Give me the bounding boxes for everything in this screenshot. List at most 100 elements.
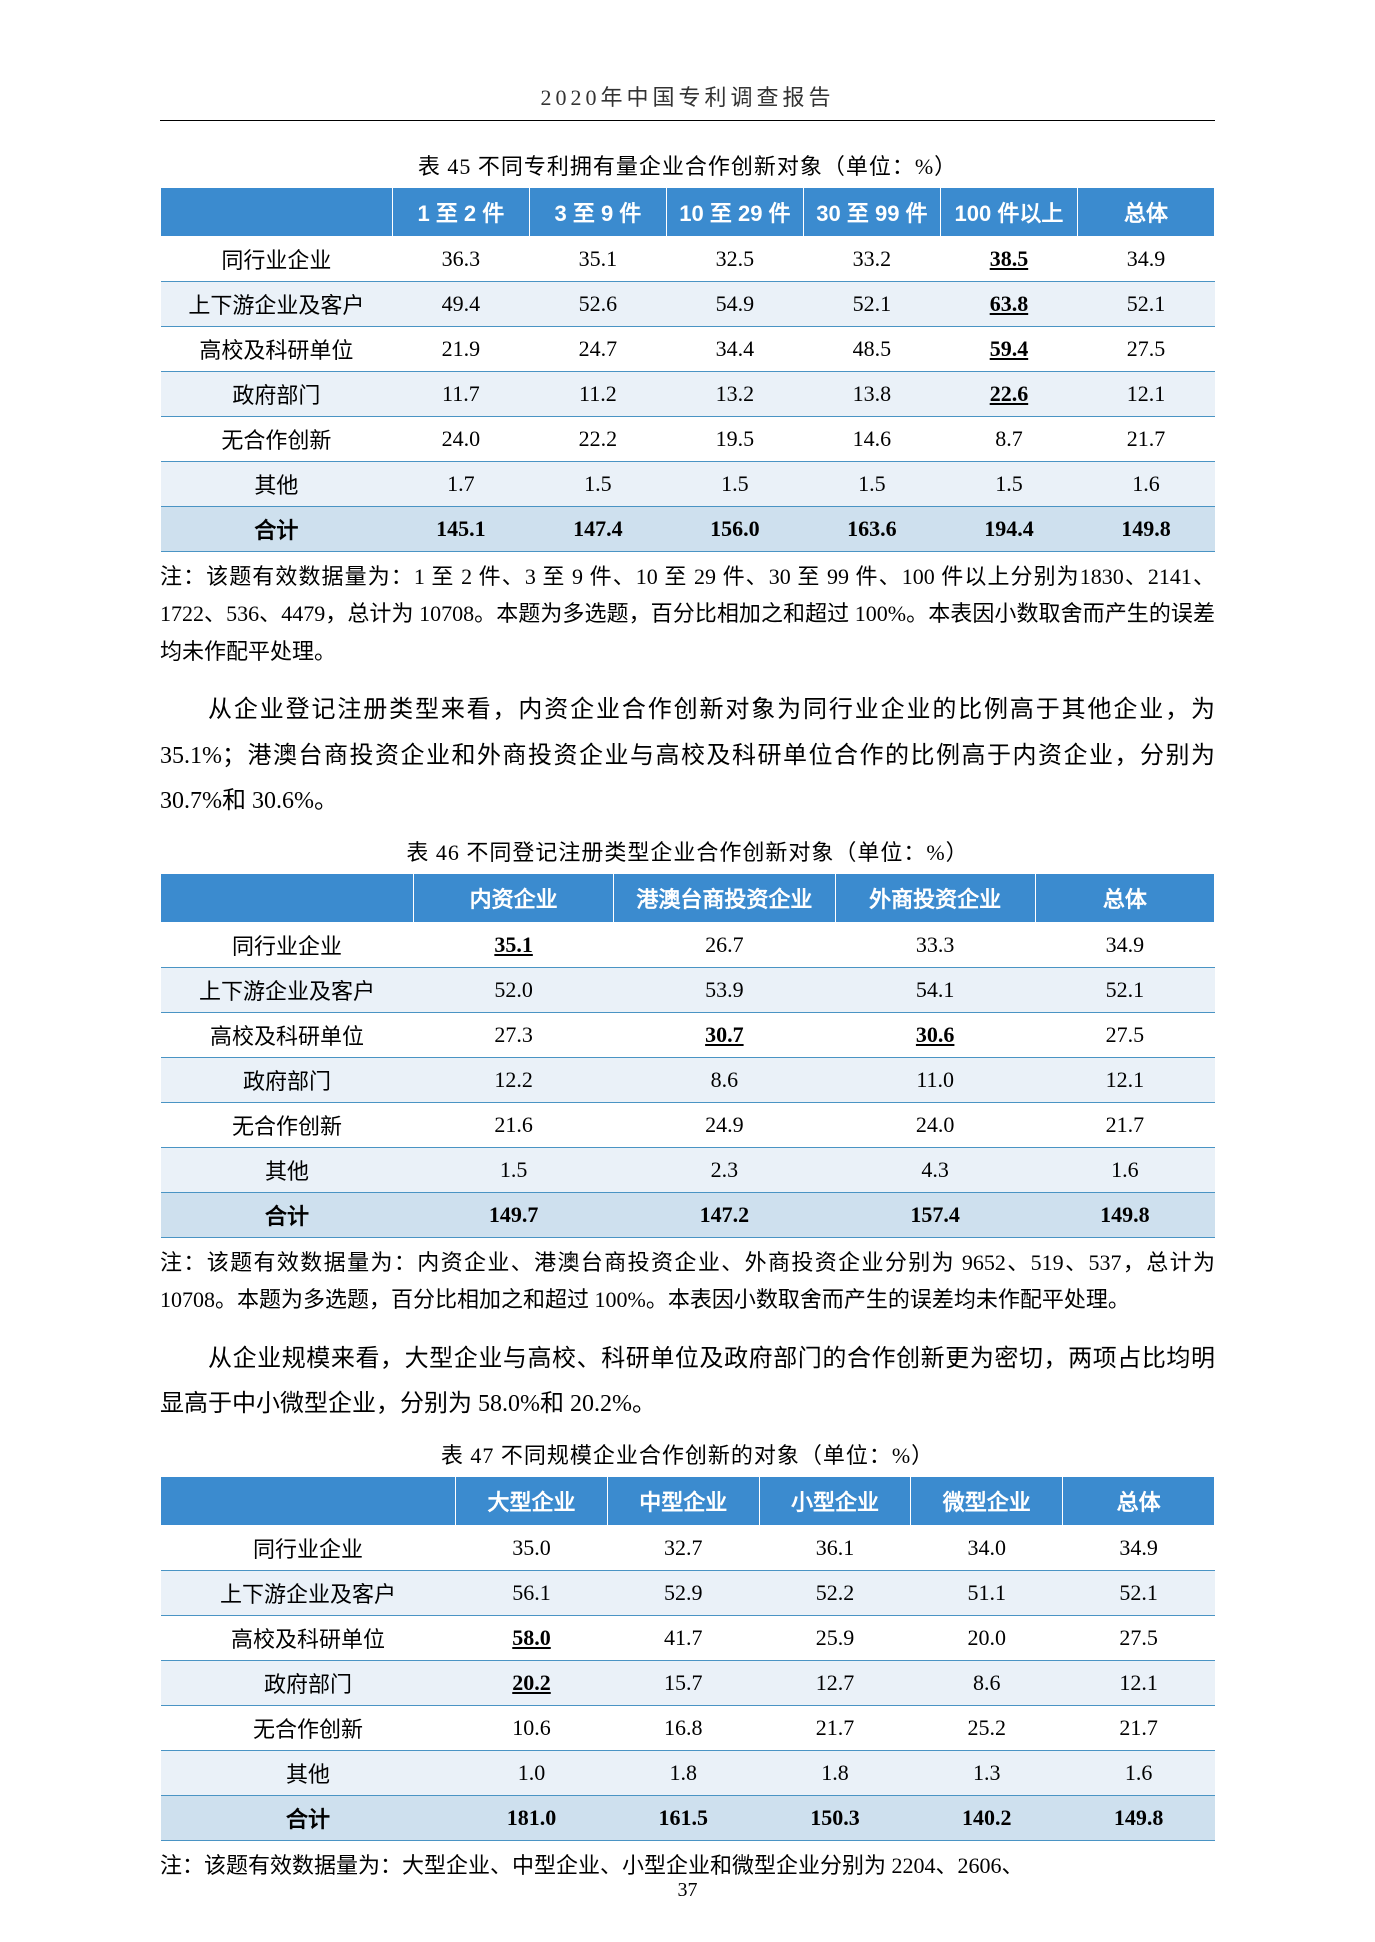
table-cell: 11.2 <box>529 372 666 417</box>
total-cell: 147.2 <box>614 1192 835 1237</box>
table-header-cell: 港澳台商投资企业 <box>614 873 835 922</box>
table-cell: 13.2 <box>666 372 803 417</box>
table-total-row: 合计149.7147.2157.4149.8 <box>161 1192 1215 1237</box>
total-cell: 147.4 <box>529 507 666 552</box>
table-cell: 27.5 <box>1063 1615 1215 1660</box>
table-cell: 49.4 <box>392 282 529 327</box>
row-label: 同行业企业 <box>161 237 393 282</box>
table-cell: 1.6 <box>1077 462 1214 507</box>
table-row: 上下游企业及客户52.053.954.152.1 <box>161 967 1215 1012</box>
table-cell: 12.2 <box>413 1057 613 1102</box>
row-label: 高校及科研单位 <box>161 327 393 372</box>
page-number: 37 <box>0 1879 1375 1902</box>
table-row: 无合作创新10.616.821.725.221.7 <box>161 1705 1215 1750</box>
table-cell: 63.8 <box>940 282 1077 327</box>
table-total-row: 合计181.0161.5150.3140.2149.8 <box>161 1795 1215 1840</box>
header-rule <box>160 120 1215 121</box>
table-cell: 33.3 <box>835 922 1035 967</box>
table-cell: 21.7 <box>1063 1705 1215 1750</box>
table46: 内资企业港澳台商投资企业外商投资企业总体同行业企业35.126.733.334.… <box>160 873 1215 1238</box>
table-cell: 52.2 <box>759 1570 911 1615</box>
row-label: 无合作创新 <box>161 1102 414 1147</box>
table-cell: 21.7 <box>759 1705 911 1750</box>
total-cell: 194.4 <box>940 507 1077 552</box>
total-cell: 161.5 <box>607 1795 759 1840</box>
row-label: 政府部门 <box>161 1057 414 1102</box>
table-row: 同行业企业35.126.733.334.9 <box>161 922 1215 967</box>
table-cell: 59.4 <box>940 327 1077 372</box>
table-row: 上下游企业及客户49.452.654.952.163.852.1 <box>161 282 1215 327</box>
table-header-cell: 大型企业 <box>456 1476 608 1525</box>
table-row: 高校及科研单位27.330.730.627.5 <box>161 1012 1215 1057</box>
table-cell: 1.5 <box>529 462 666 507</box>
table-header-cell: 总体 <box>1035 873 1214 922</box>
document-page: 2020年中国专利调查报告 表 45 不同专利拥有量企业合作创新对象（单位：%）… <box>0 0 1375 1942</box>
total-cell: 163.6 <box>803 507 940 552</box>
table45-caption: 表 45 不同专利拥有量企业合作创新对象（单位：%） <box>160 149 1215 181</box>
table-cell: 12.1 <box>1035 1057 1214 1102</box>
row-label: 无合作创新 <box>161 1705 456 1750</box>
total-cell: 149.8 <box>1035 1192 1214 1237</box>
table-cell: 32.7 <box>607 1525 759 1570</box>
table-cell: 36.1 <box>759 1525 911 1570</box>
total-cell: 181.0 <box>456 1795 608 1840</box>
table-cell: 12.1 <box>1063 1660 1215 1705</box>
row-label: 高校及科研单位 <box>161 1012 414 1057</box>
table-cell: 21.7 <box>1077 417 1214 462</box>
table-row: 高校及科研单位58.041.725.920.027.5 <box>161 1615 1215 1660</box>
row-label: 其他 <box>161 1750 456 1795</box>
table-header-cell <box>161 873 414 922</box>
table-cell: 36.3 <box>392 237 529 282</box>
table-header-cell: 1 至 2 件 <box>392 188 529 237</box>
table-cell: 19.5 <box>666 417 803 462</box>
row-label: 同行业企业 <box>161 1525 456 1570</box>
table-cell: 48.5 <box>803 327 940 372</box>
table-cell: 1.6 <box>1063 1750 1215 1795</box>
table-cell: 21.9 <box>392 327 529 372</box>
table-row: 高校及科研单位21.924.734.448.559.427.5 <box>161 327 1215 372</box>
table-cell: 32.5 <box>666 237 803 282</box>
table46-caption: 表 46 不同登记注册类型企业合作创新对象（单位：%） <box>160 835 1215 867</box>
table-cell: 24.9 <box>614 1102 835 1147</box>
table-header-cell: 总体 <box>1077 188 1214 237</box>
table-cell: 1.3 <box>911 1750 1063 1795</box>
table-cell: 1.5 <box>803 462 940 507</box>
table-header-cell <box>161 1476 456 1525</box>
total-cell: 149.8 <box>1077 507 1214 552</box>
table-cell: 21.7 <box>1035 1102 1214 1147</box>
total-label: 合计 <box>161 1795 456 1840</box>
row-label: 其他 <box>161 462 393 507</box>
table-cell: 33.2 <box>803 237 940 282</box>
table46-note: 注：该题有效数据量为：内资企业、港澳台商投资企业、外商投资企业分别为 9652、… <box>160 1244 1215 1319</box>
table-row: 无合作创新21.624.924.021.7 <box>161 1102 1215 1147</box>
table-row: 政府部门12.28.611.012.1 <box>161 1057 1215 1102</box>
table-cell: 24.7 <box>529 327 666 372</box>
table-cell: 52.6 <box>529 282 666 327</box>
table-cell: 52.1 <box>1035 967 1214 1012</box>
table-cell: 2.3 <box>614 1147 835 1192</box>
table-header-cell <box>161 188 393 237</box>
row-label: 其他 <box>161 1147 414 1192</box>
table-cell: 41.7 <box>607 1615 759 1660</box>
table-row: 其他1.71.51.51.51.51.6 <box>161 462 1215 507</box>
table-cell: 8.7 <box>940 417 1077 462</box>
table-cell: 22.2 <box>529 417 666 462</box>
table-cell: 12.7 <box>759 1660 911 1705</box>
table45: 1 至 2 件3 至 9 件10 至 29 件30 至 99 件100 件以上总… <box>160 187 1215 552</box>
row-label: 上下游企业及客户 <box>161 282 393 327</box>
table-cell: 52.9 <box>607 1570 759 1615</box>
total-cell: 156.0 <box>666 507 803 552</box>
table-cell: 1.8 <box>759 1750 911 1795</box>
table-row: 政府部门20.215.712.78.612.1 <box>161 1660 1215 1705</box>
table-cell: 11.7 <box>392 372 529 417</box>
row-label: 无合作创新 <box>161 417 393 462</box>
table-header-cell: 100 件以上 <box>940 188 1077 237</box>
table-cell: 4.3 <box>835 1147 1035 1192</box>
table-cell: 53.9 <box>614 967 835 1012</box>
table-cell: 1.0 <box>456 1750 608 1795</box>
table-cell: 1.8 <box>607 1750 759 1795</box>
table-cell: 1.6 <box>1035 1147 1214 1192</box>
table-cell: 15.7 <box>607 1660 759 1705</box>
table-cell: 52.1 <box>1063 1570 1215 1615</box>
table-cell: 24.0 <box>392 417 529 462</box>
